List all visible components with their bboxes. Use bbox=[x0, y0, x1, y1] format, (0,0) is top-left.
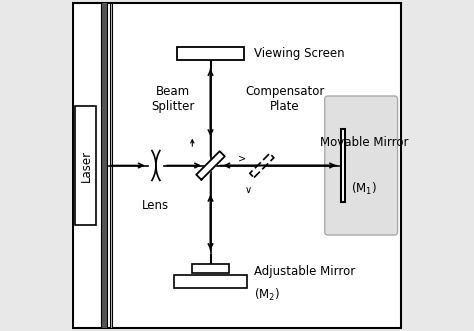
Bar bbox=[75, 106, 96, 225]
Bar bbox=[341, 129, 345, 202]
Polygon shape bbox=[196, 151, 225, 180]
Bar bbox=[110, 3, 111, 328]
FancyBboxPatch shape bbox=[325, 96, 398, 235]
Text: Adjustable Mirror: Adjustable Mirror bbox=[254, 265, 355, 278]
Bar bbox=[174, 275, 247, 288]
Text: Viewing Screen: Viewing Screen bbox=[254, 47, 344, 60]
Bar bbox=[192, 264, 229, 273]
Text: ∨: ∨ bbox=[245, 185, 252, 195]
Text: (M$_1$): (M$_1$) bbox=[351, 181, 377, 197]
Bar bbox=[100, 3, 107, 328]
Text: Movable Mirror: Movable Mirror bbox=[320, 136, 409, 149]
Text: (M$_2$): (M$_2$) bbox=[254, 287, 280, 303]
Polygon shape bbox=[250, 154, 274, 177]
Text: Lens: Lens bbox=[142, 199, 170, 212]
Text: Laser: Laser bbox=[80, 149, 92, 182]
Text: Compensator
Plate: Compensator Plate bbox=[246, 85, 325, 113]
Text: >: > bbox=[238, 154, 246, 164]
Bar bbox=[177, 47, 244, 60]
Text: Beam
Splitter: Beam Splitter bbox=[151, 85, 194, 113]
